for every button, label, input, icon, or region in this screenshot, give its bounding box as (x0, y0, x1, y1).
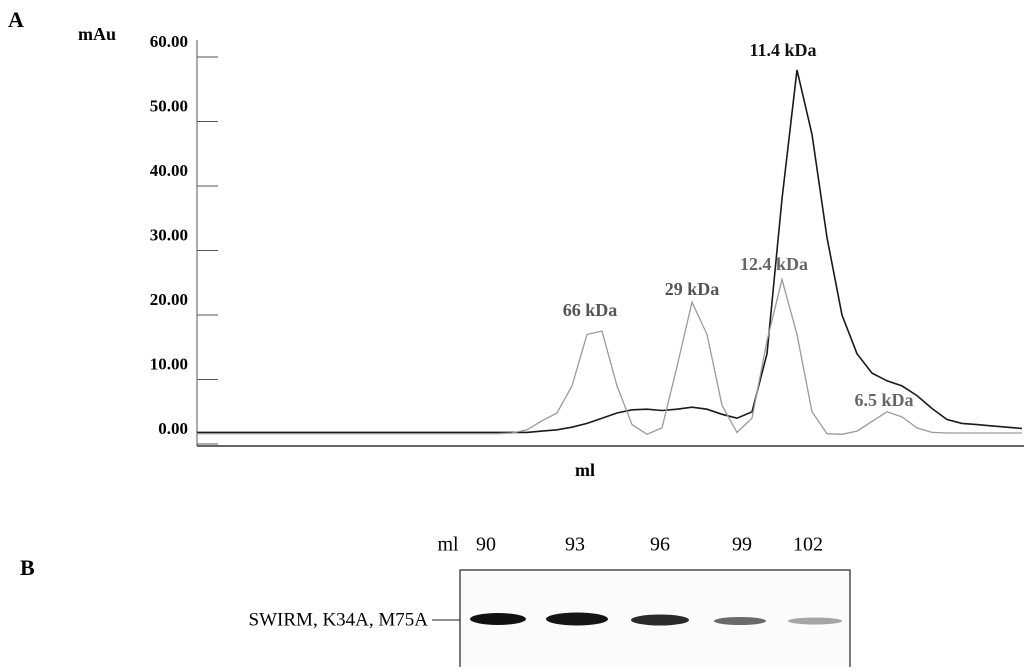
y-tick-label: 0.00 (158, 419, 188, 438)
peak-annotation: 29 kDa (665, 279, 720, 299)
gel-band (714, 617, 766, 625)
y-tick-label: 30.00 (150, 225, 188, 244)
peak-annotation: 6.5 kDa (854, 390, 913, 410)
gel-band (631, 615, 689, 626)
y-tick-label: 20.00 (150, 290, 188, 309)
gel-lane-label: 90 (476, 534, 496, 556)
y-tick-label: 60.00 (150, 32, 188, 51)
y-axis-label: mAu (78, 24, 116, 44)
gel-lane-label: 102 (793, 534, 823, 556)
trace (197, 70, 1022, 433)
panel-label: B (20, 555, 35, 580)
x-axis-label: ml (575, 460, 595, 480)
y-tick-label: 10.00 (150, 354, 188, 373)
peak-annotation: 12.4 kDa (740, 254, 808, 274)
y-tick-label: 40.00 (150, 161, 188, 180)
gel-row-label: SWIRM, K34A, M75A (249, 609, 429, 630)
gel-lane-label: 99 (732, 534, 752, 556)
panel-label: A (8, 7, 24, 32)
peak-annotation: 11.4 kDa (749, 40, 816, 60)
gel-lane-label: 96 (650, 534, 670, 556)
gel-lane-label: 93 (565, 534, 585, 556)
peak-annotation: 66 kDa (563, 300, 618, 320)
figure: A B mAu ml ml SWIRM, K34A, M75A 0.00 10.0… (0, 0, 1024, 667)
gel-unit: ml (437, 534, 459, 556)
gel-band (546, 613, 608, 626)
gel-band (470, 613, 526, 625)
gel-band (788, 618, 842, 625)
y-tick-label: 50.00 (150, 96, 188, 115)
